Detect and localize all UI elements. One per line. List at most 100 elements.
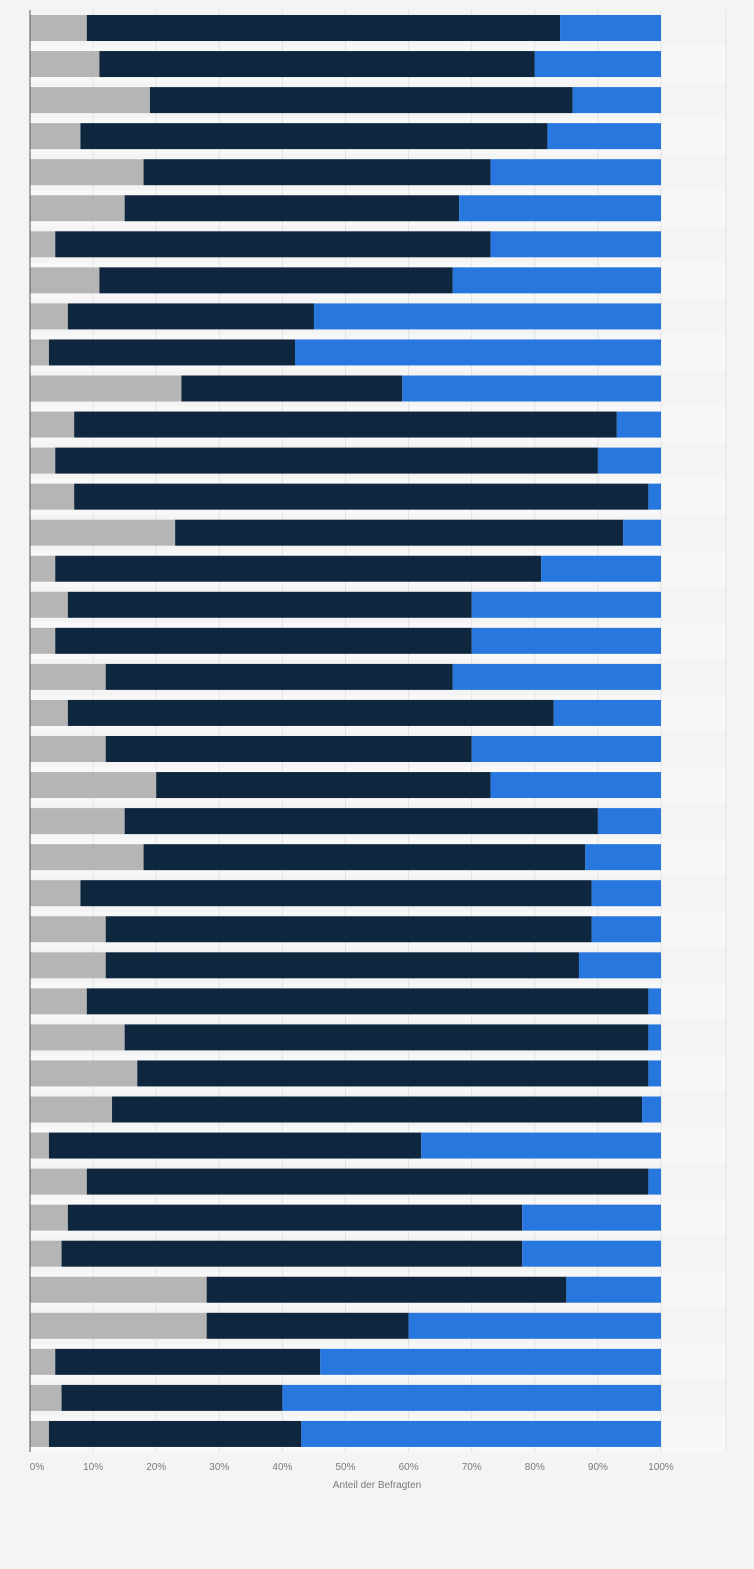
bar-segment-series-2[interactable]: [156, 772, 491, 799]
bar-segment-series-2[interactable]: [105, 663, 453, 690]
bar-segment-series-1[interactable]: [30, 159, 144, 186]
bar-segment-series-2[interactable]: [124, 195, 460, 222]
bar-segment-series-1[interactable]: [30, 303, 68, 330]
bar-segment-series-2[interactable]: [86, 15, 561, 41]
bar-segment-series-3[interactable]: [402, 375, 661, 402]
bar-segment-series-2[interactable]: [67, 303, 314, 330]
bar-segment-series-1[interactable]: [30, 591, 68, 618]
bar-segment-series-3[interactable]: [313, 303, 661, 330]
bar-segment-series-3[interactable]: [572, 87, 661, 114]
bar-segment-series-2[interactable]: [175, 519, 624, 546]
bar-segment-series-3[interactable]: [597, 447, 661, 474]
bar-segment-series-2[interactable]: [124, 808, 598, 835]
bar-segment-series-1[interactable]: [30, 1060, 138, 1087]
bar-segment-series-3[interactable]: [471, 591, 661, 618]
bar-segment-series-1[interactable]: [30, 808, 125, 835]
bar-segment-series-3[interactable]: [452, 663, 661, 690]
bar-segment-series-2[interactable]: [112, 1096, 643, 1123]
bar-segment-series-2[interactable]: [105, 736, 472, 762]
bar-segment-series-3[interactable]: [547, 123, 661, 150]
bar-segment-series-3[interactable]: [648, 1024, 661, 1051]
bar-segment-series-2[interactable]: [105, 916, 592, 943]
bar-segment-series-3[interactable]: [642, 1096, 661, 1123]
bar-segment-series-1[interactable]: [30, 375, 182, 402]
bar-segment-series-2[interactable]: [143, 844, 586, 871]
bar-segment-series-3[interactable]: [522, 1204, 661, 1231]
bar-segment-series-3[interactable]: [282, 1384, 661, 1411]
bar-segment-series-2[interactable]: [80, 880, 592, 907]
bar-segment-series-2[interactable]: [143, 159, 491, 186]
bar-segment-series-1[interactable]: [30, 1420, 49, 1447]
bar-segment-series-2[interactable]: [124, 1024, 649, 1051]
bar-segment-series-1[interactable]: [30, 195, 125, 222]
bar-segment-series-3[interactable]: [490, 231, 661, 258]
bar-segment-series-3[interactable]: [591, 916, 661, 943]
bar-segment-series-2[interactable]: [74, 411, 617, 438]
bar-segment-series-3[interactable]: [471, 736, 661, 762]
bar-segment-series-2[interactable]: [55, 231, 491, 258]
bar-segment-series-1[interactable]: [30, 736, 106, 762]
bar-segment-series-3[interactable]: [648, 483, 661, 510]
bar-segment-series-3[interactable]: [566, 1276, 661, 1303]
bar-segment-series-2[interactable]: [48, 1132, 422, 1159]
bar-segment-series-3[interactable]: [534, 51, 661, 78]
bar-segment-series-2[interactable]: [61, 1240, 523, 1267]
bar-segment-series-1[interactable]: [30, 15, 87, 41]
bar-segment-series-1[interactable]: [30, 988, 87, 1015]
bar-segment-series-1[interactable]: [30, 1312, 207, 1339]
bar-segment-series-1[interactable]: [30, 87, 150, 114]
bar-segment-series-2[interactable]: [48, 1420, 302, 1447]
bar-segment-series-1[interactable]: [30, 1096, 113, 1123]
bar-segment-series-3[interactable]: [490, 159, 661, 186]
bar-segment-series-1[interactable]: [30, 1384, 62, 1411]
bar-segment-series-3[interactable]: [320, 1348, 661, 1375]
bar-segment-series-2[interactable]: [206, 1312, 409, 1339]
bar-segment-series-3[interactable]: [585, 844, 661, 871]
bar-segment-series-3[interactable]: [421, 1132, 661, 1159]
bar-segment-series-2[interactable]: [48, 339, 296, 366]
bar-segment-series-2[interactable]: [74, 483, 649, 510]
bar-segment-series-3[interactable]: [471, 627, 661, 654]
bar-segment-series-1[interactable]: [30, 447, 56, 474]
bar-segment-series-3[interactable]: [408, 1312, 661, 1339]
bar-segment-series-3[interactable]: [648, 1060, 661, 1087]
bar-segment-series-1[interactable]: [30, 1132, 49, 1159]
bar-segment-series-1[interactable]: [30, 123, 81, 150]
bar-segment-series-3[interactable]: [541, 555, 661, 582]
bar-segment-series-2[interactable]: [67, 591, 472, 618]
bar-segment-series-2[interactable]: [61, 1384, 283, 1411]
bar-segment-series-3[interactable]: [623, 519, 661, 546]
bar-segment-series-2[interactable]: [206, 1276, 567, 1303]
bar-segment-series-2[interactable]: [105, 952, 579, 979]
bar-segment-series-2[interactable]: [55, 555, 542, 582]
bar-segment-series-3[interactable]: [522, 1240, 661, 1267]
bar-segment-series-3[interactable]: [490, 772, 661, 799]
bar-segment-series-1[interactable]: [30, 51, 100, 78]
bar-segment-series-3[interactable]: [560, 15, 661, 41]
bar-segment-series-3[interactable]: [452, 267, 661, 294]
bar-segment-series-2[interactable]: [86, 1168, 649, 1195]
bar-segment-series-1[interactable]: [30, 483, 75, 510]
bar-segment-series-3[interactable]: [459, 195, 661, 222]
bar-segment-series-2[interactable]: [55, 447, 598, 474]
bar-segment-series-1[interactable]: [30, 627, 56, 654]
bar-segment-series-1[interactable]: [30, 663, 106, 690]
bar-segment-series-3[interactable]: [591, 880, 661, 907]
bar-segment-series-3[interactable]: [648, 988, 661, 1015]
bar-segment-series-2[interactable]: [80, 123, 548, 150]
bar-segment-series-2[interactable]: [99, 267, 453, 294]
bar-segment-series-2[interactable]: [137, 1060, 649, 1087]
bar-segment-series-1[interactable]: [30, 772, 157, 799]
bar-segment-series-1[interactable]: [30, 519, 176, 546]
bar-segment-series-1[interactable]: [30, 699, 68, 726]
bar-segment-series-1[interactable]: [30, 231, 56, 258]
bar-segment-series-1[interactable]: [30, 555, 56, 582]
bar-segment-series-3[interactable]: [553, 699, 661, 726]
bar-segment-series-1[interactable]: [30, 267, 100, 294]
bar-segment-series-3[interactable]: [597, 808, 661, 835]
bar-segment-series-2[interactable]: [99, 51, 535, 78]
bar-segment-series-1[interactable]: [30, 1240, 62, 1267]
bar-segment-series-1[interactable]: [30, 1276, 207, 1303]
bar-segment-series-1[interactable]: [30, 916, 106, 943]
bar-segment-series-1[interactable]: [30, 411, 75, 438]
